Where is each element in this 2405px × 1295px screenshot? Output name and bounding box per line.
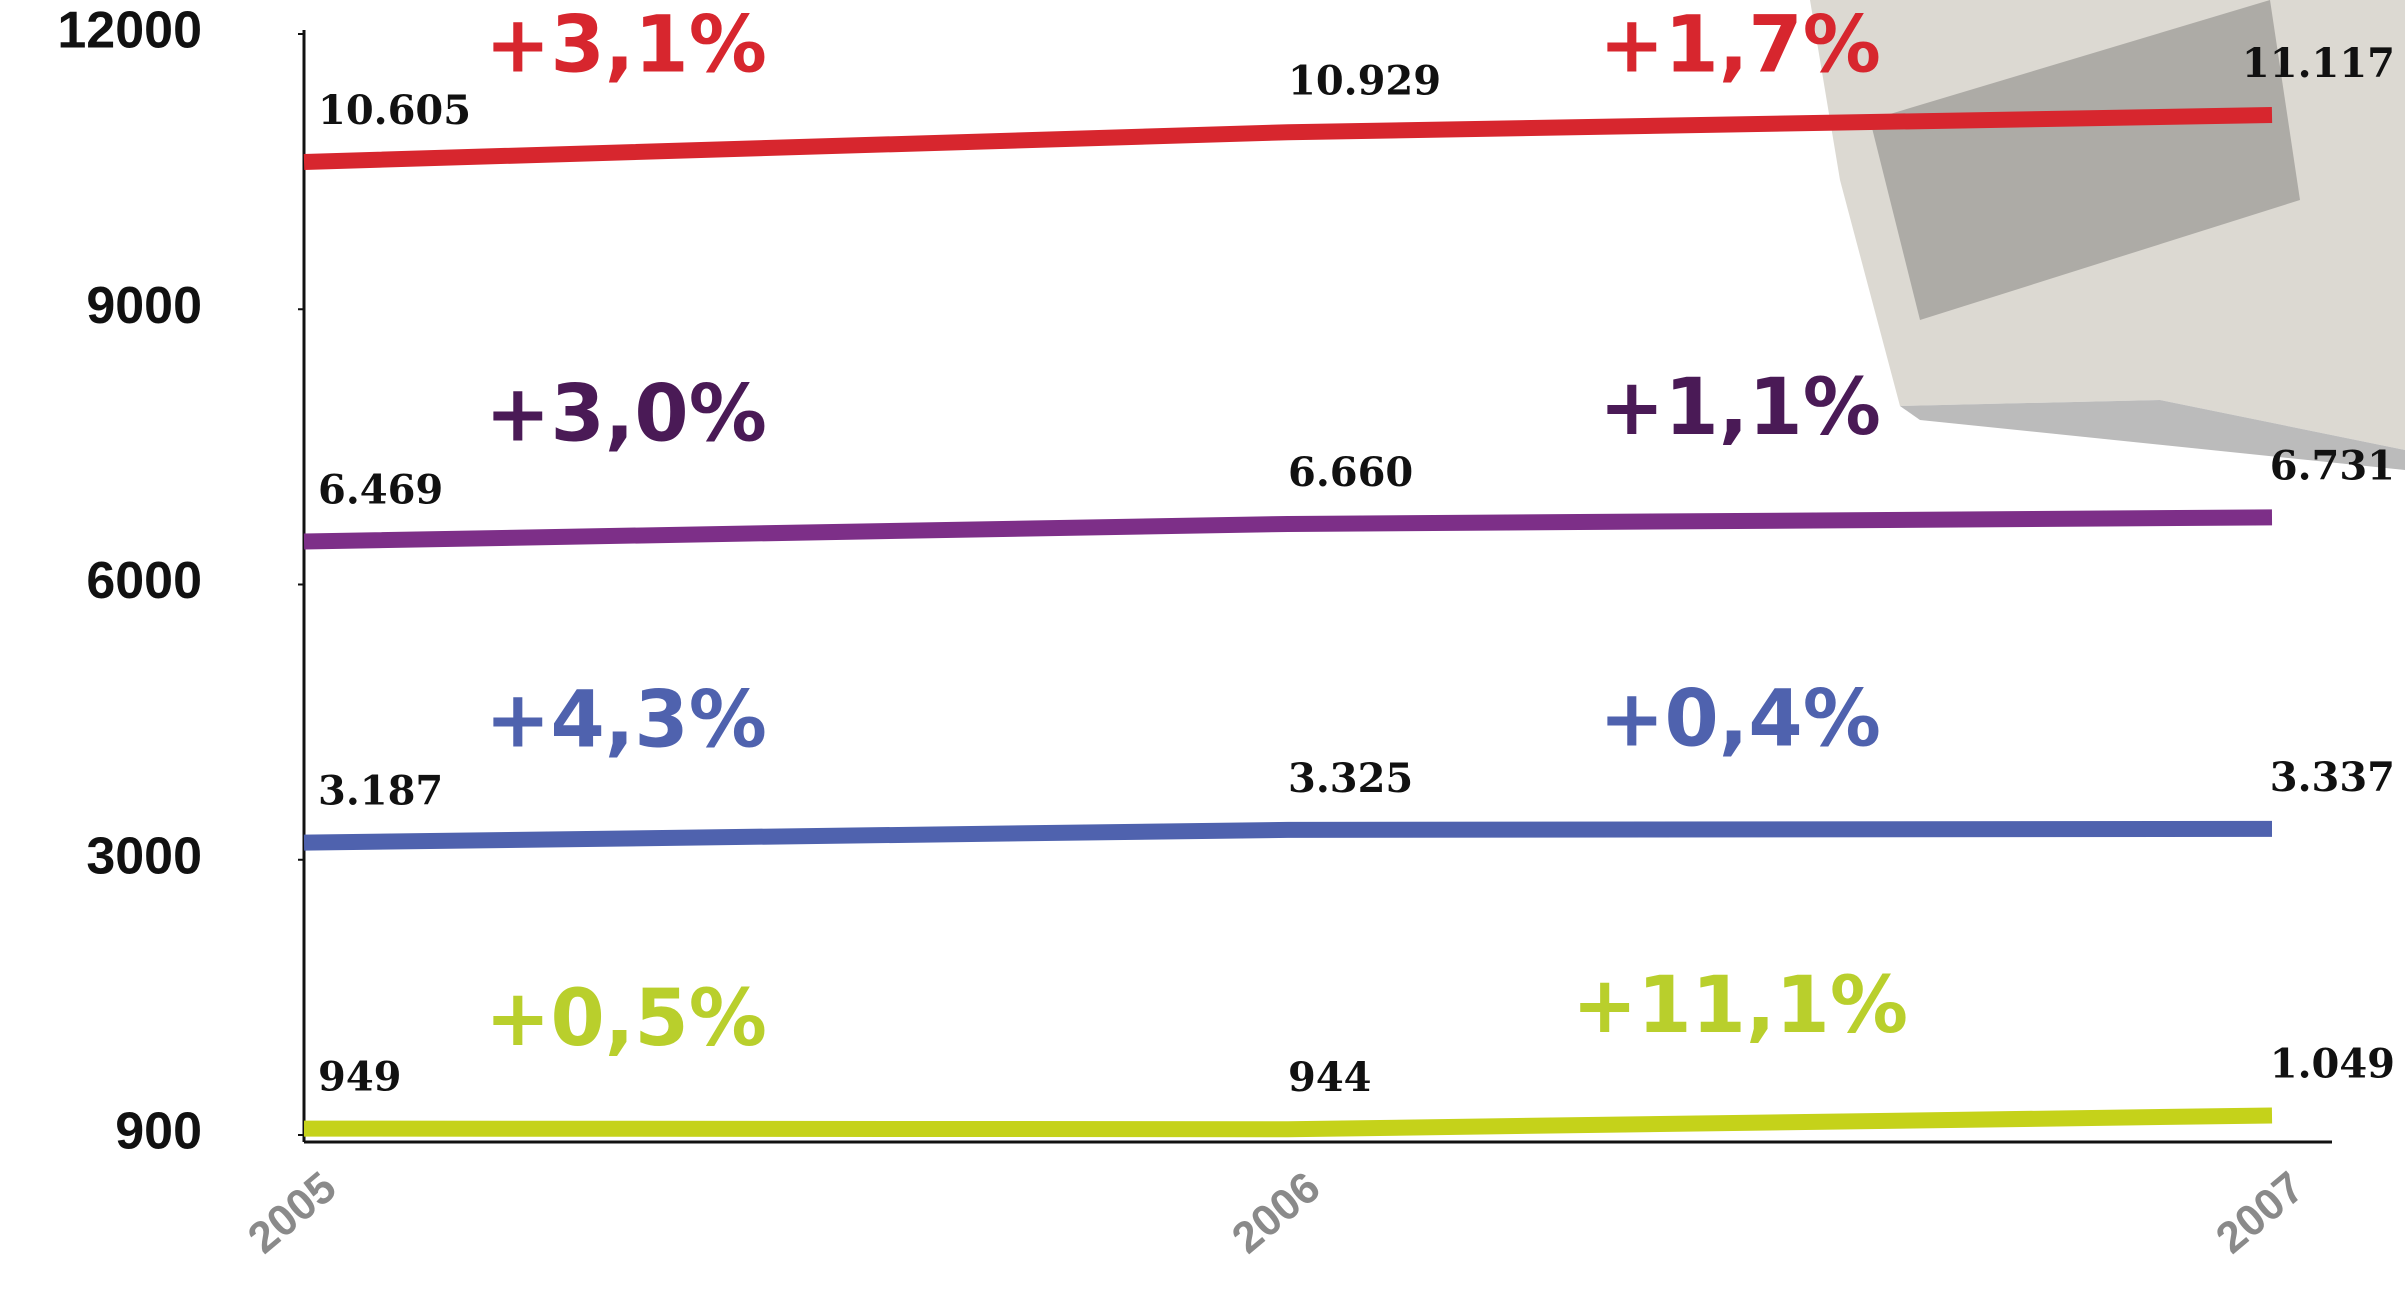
data-label: 11.117 [2242, 40, 2395, 87]
change-label: +3,1% [485, 0, 767, 90]
data-label: 6.469 [318, 466, 443, 513]
data-label: 6.660 [1288, 449, 1413, 496]
cube-shadow [1900, 400, 2405, 470]
data-label: 10.605 [318, 87, 471, 134]
cube-print [1870, 0, 2300, 320]
series-line [303, 1107, 2273, 1138]
data-label: 3.337 [2270, 754, 2395, 801]
data-label: 944 [1288, 1054, 1372, 1101]
change-label: +3,0% [485, 369, 767, 459]
series-line [303, 820, 2273, 851]
x-tick-label: 2005 [239, 1163, 345, 1263]
change-label: +11,1% [1572, 961, 1908, 1051]
data-label: 10.929 [1288, 57, 1441, 104]
data-label: 949 [318, 1054, 402, 1101]
change-label: +1,1% [1599, 363, 1881, 453]
change-label: +0,4% [1599, 674, 1881, 764]
change-label: +4,3% [485, 675, 767, 765]
data-label: 3.325 [1288, 755, 1413, 802]
x-tick-label: 2007 [2207, 1163, 2313, 1263]
change-label: +1,7% [1599, 0, 1881, 90]
y-tick-label: 9000 [86, 277, 202, 335]
y-tick-label: 6000 [86, 552, 202, 610]
data-label: 3.187 [318, 768, 443, 815]
y-tick-label: 900 [115, 1103, 202, 1161]
data-label: 1.049 [2270, 1040, 2395, 1087]
series-line [303, 509, 2273, 550]
data-label: 6.731 [2270, 442, 2395, 489]
change-label: +0,5% [485, 974, 767, 1064]
y-tick-label: 3000 [86, 827, 202, 885]
y-tick-label: 12000 [57, 2, 202, 60]
x-tick-label: 2006 [1223, 1163, 1329, 1263]
series-line [303, 107, 2273, 170]
